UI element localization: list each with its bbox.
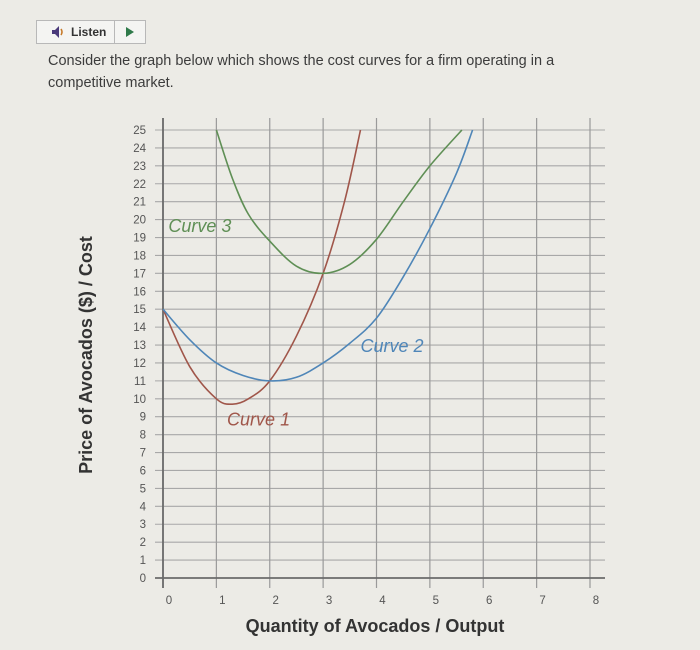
y-tick-label: 20 bbox=[133, 215, 146, 227]
y-tick-label: 4 bbox=[140, 501, 147, 513]
curve-1-label: Curve 1 bbox=[227, 410, 290, 430]
listen-toolbar: Listen bbox=[36, 20, 147, 44]
x-tick-label: 5 bbox=[433, 595, 439, 607]
x-tick-label: 1 bbox=[219, 595, 225, 607]
y-tick-label: 16 bbox=[133, 286, 146, 298]
speaker-icon bbox=[52, 26, 63, 38]
y-tick-label: 15 bbox=[133, 304, 146, 316]
y-tick-label: 11 bbox=[134, 376, 146, 388]
x-axis-title: Quantity of Avocados / Output bbox=[246, 616, 505, 636]
y-axis-ticks: 0123456789101112131415161718192021222324… bbox=[133, 125, 146, 585]
listen-button[interactable]: Listen bbox=[37, 21, 116, 43]
play-icon bbox=[126, 27, 135, 37]
curve-3-label: Curve 3 bbox=[168, 216, 231, 236]
curve-labels: Curve 3 Curve 2 Curve 1 bbox=[168, 216, 423, 430]
y-tick-label: 10 bbox=[133, 394, 146, 406]
y-tick-label: 12 bbox=[133, 358, 146, 370]
y-tick-label: 23 bbox=[133, 161, 146, 173]
x-tick-label: 7 bbox=[539, 595, 545, 607]
curve-3-line bbox=[215, 129, 463, 275]
play-button[interactable] bbox=[115, 21, 145, 43]
y-tick-label: 1 bbox=[140, 555, 146, 567]
y-tick-label: 7 bbox=[140, 448, 146, 460]
y-tick-label: 17 bbox=[133, 268, 146, 280]
y-tick-label: 25 bbox=[133, 125, 146, 137]
x-tick-label: 3 bbox=[326, 595, 332, 607]
y-tick-label: 24 bbox=[133, 143, 146, 155]
curve-2-line bbox=[162, 129, 474, 382]
x-tick-label: 6 bbox=[486, 595, 492, 607]
y-tick-label: 19 bbox=[133, 233, 146, 245]
y-tick-label: 9 bbox=[140, 412, 146, 424]
y-tick-label: 3 bbox=[140, 519, 146, 531]
y-tick-label: 0 bbox=[140, 573, 146, 585]
y-tick-label: 13 bbox=[133, 340, 146, 352]
x-tick-label: 8 bbox=[593, 595, 599, 607]
chart-curves bbox=[162, 129, 474, 406]
question-text: Consider the graph below which shows the… bbox=[48, 53, 555, 91]
x-tick-label: 2 bbox=[273, 595, 279, 607]
y-tick-label: 2 bbox=[140, 537, 146, 549]
y-tick-label: 18 bbox=[133, 250, 146, 262]
y-tick-label: 8 bbox=[140, 430, 146, 442]
y-tick-label: 22 bbox=[133, 179, 146, 191]
listen-label: Listen bbox=[71, 25, 107, 39]
x-tick-label: 0 bbox=[166, 595, 172, 607]
y-tick-label: 6 bbox=[140, 465, 146, 477]
chart-grid bbox=[155, 118, 605, 588]
y-tick-label: 5 bbox=[140, 483, 146, 495]
curve-1-line bbox=[162, 129, 362, 406]
x-tick-label: 4 bbox=[379, 595, 386, 607]
y-axis-title: Price of Avocados ($) / Cost bbox=[76, 236, 96, 474]
y-tick-label: 14 bbox=[133, 322, 146, 334]
y-tick-label: 21 bbox=[133, 197, 146, 209]
curve-2-label: Curve 2 bbox=[360, 336, 423, 356]
x-axis-ticks: 0 1 2 3 4 5 6 7 8 bbox=[166, 595, 599, 607]
